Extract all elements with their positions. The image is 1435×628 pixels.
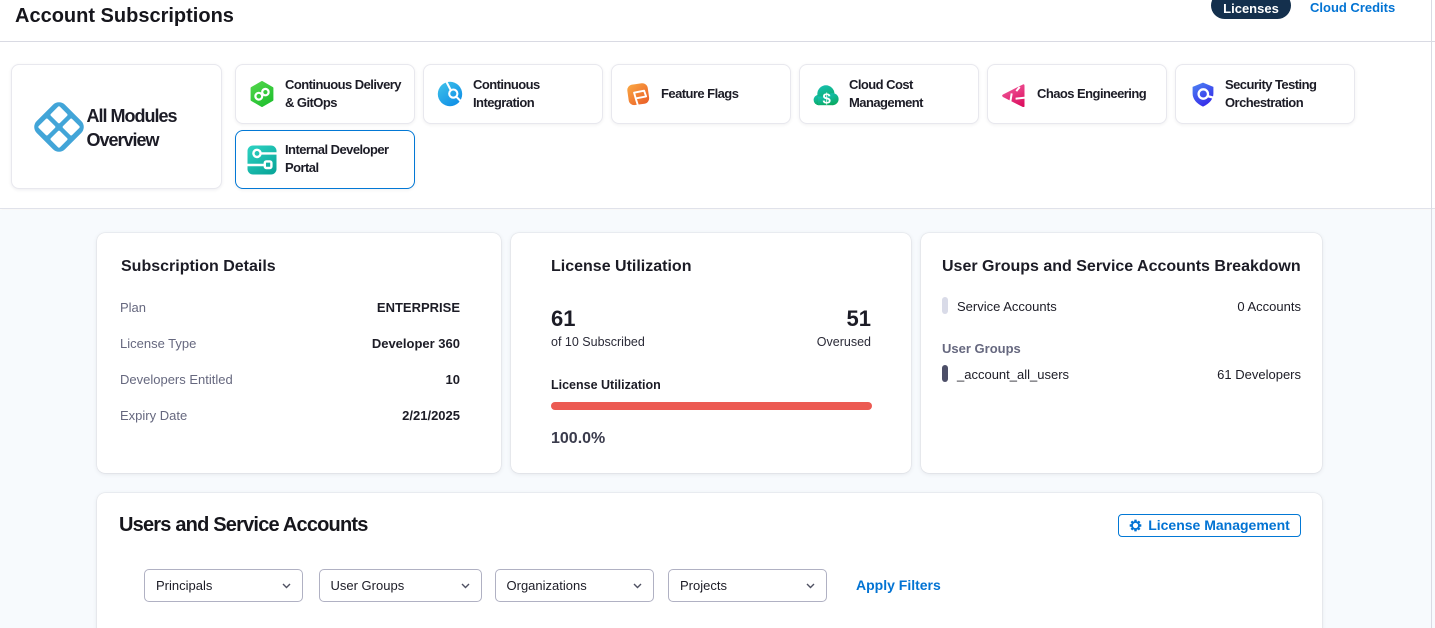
- svg-text:$: $: [823, 90, 832, 107]
